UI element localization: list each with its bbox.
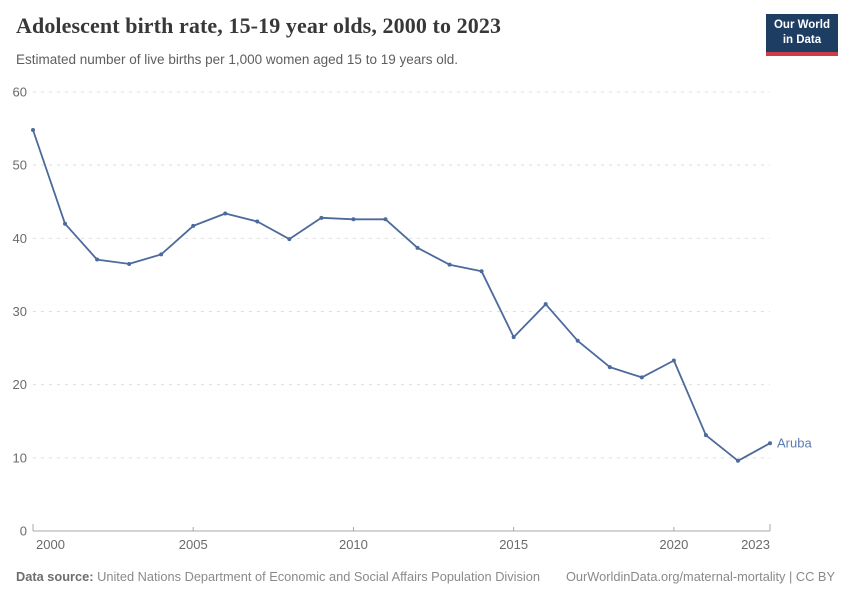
data-point [319,215,324,220]
data-source-text: United Nations Department of Economic an… [93,569,540,584]
y-tick-label: 50 [13,158,27,173]
data-point [735,458,740,463]
data-point [479,269,484,274]
data-point [639,375,644,380]
data-point [447,262,452,267]
owid-logo-line2: in Data [782,33,822,46]
data-point [415,245,420,250]
series-label-aruba[interactable]: Aruba [777,436,812,451]
y-tick-label: 30 [13,304,27,319]
data-point [31,128,35,133]
owid-logo[interactable]: Our World in Data [765,14,838,56]
x-tick-label: 2000 [36,537,65,552]
data-point [255,219,260,224]
data-point [351,217,356,222]
y-tick-label: 60 [13,85,27,100]
data-point [191,223,196,228]
y-tick-label: 0 [20,524,27,539]
y-tick-label: 10 [13,450,27,465]
x-tick-label: 2020 [659,537,688,552]
data-point [607,365,612,370]
x-tick-label: 2010 [339,537,368,552]
x-tick-label: 2015 [499,537,528,552]
data-point [543,302,548,307]
data-point [287,237,292,242]
y-tick-label: 40 [13,231,27,246]
data-point [511,335,516,340]
chart-footer: Data source: United Nations Department o… [16,569,835,584]
data-point [671,358,676,363]
data-line [32,129,771,462]
data-source-label: Data source: [16,569,94,584]
credit-link[interactable]: OurWorldinData.org/maternal-mortality | … [565,569,835,584]
data-point [63,221,68,226]
data-point [575,338,580,343]
data-point [159,252,164,257]
page-title: Adolescent birth rate, 15-19 year olds, … [16,13,502,38]
data-point [223,211,228,216]
y-tick-label: 20 [13,377,27,392]
data-point [703,433,708,438]
data-point [383,217,388,222]
x-tick-label: 2023 [741,537,770,552]
owid-logo-line1: Our World [773,19,830,31]
page-subtitle: Estimated number of live births per 1,00… [16,52,458,67]
data-point [768,441,772,446]
x-tick-label: 2005 [179,537,208,552]
data-point [95,257,100,262]
data-point [127,261,132,266]
data-source: Data source: United Nations Department o… [16,569,540,584]
